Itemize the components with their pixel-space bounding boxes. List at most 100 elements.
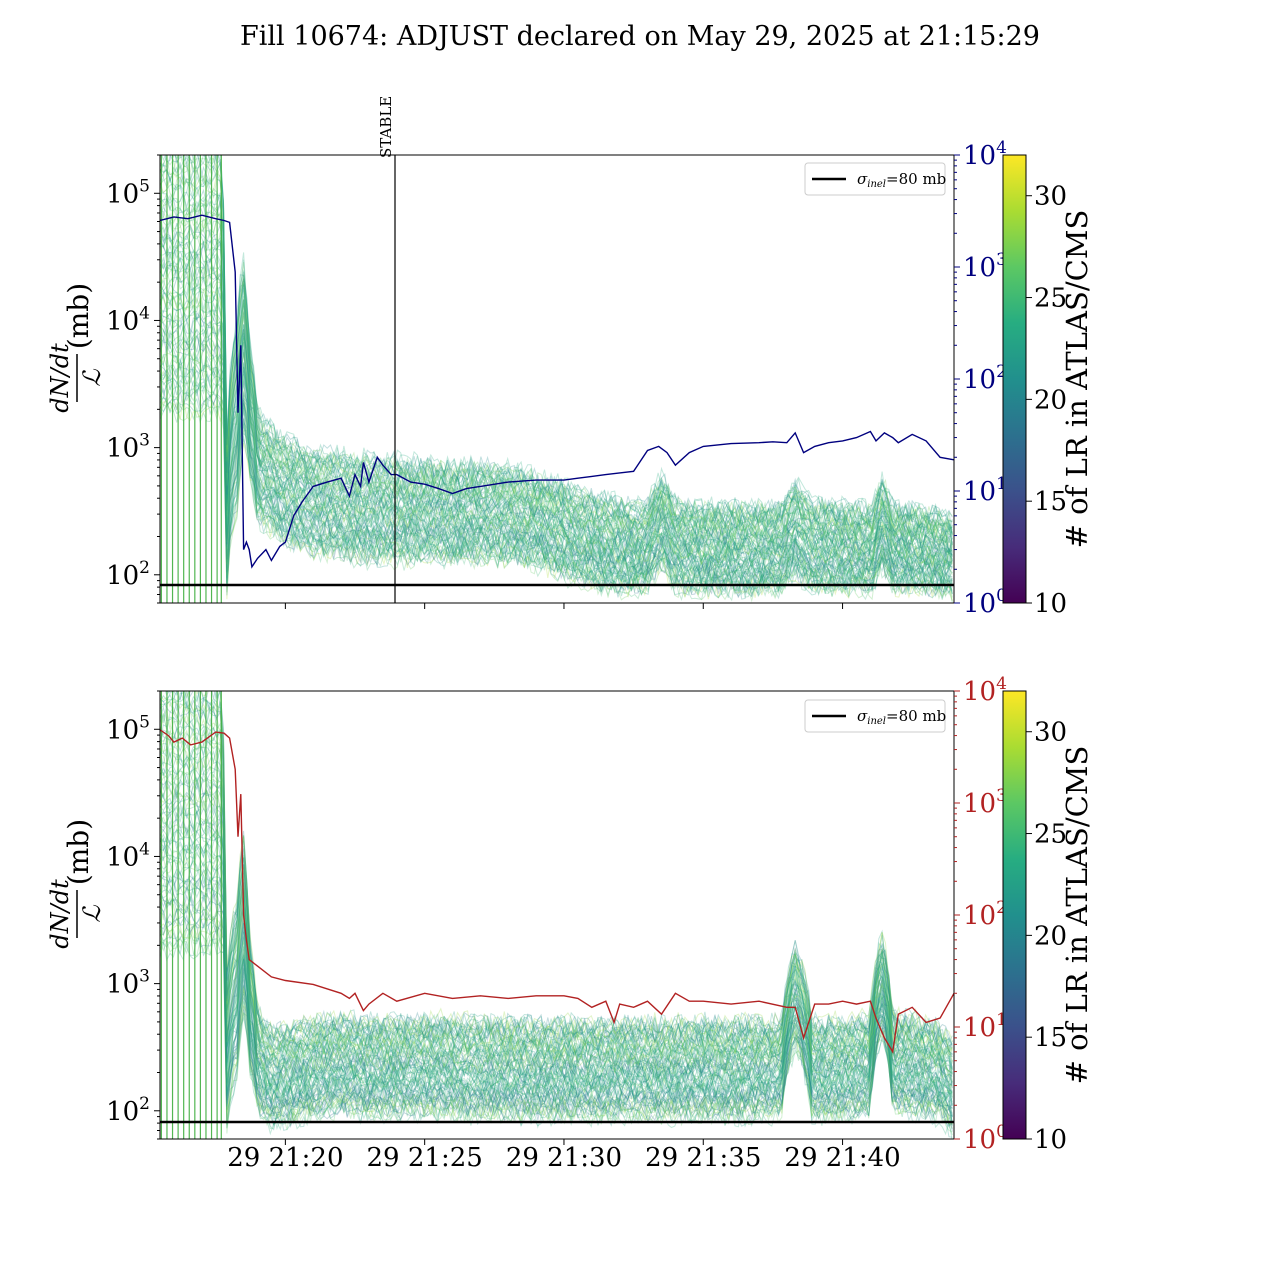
bottom-band-line <box>160 691 953 1055</box>
top-spike-lines <box>160 155 222 603</box>
top-band-line <box>160 155 953 534</box>
top-band-lines <box>160 155 953 603</box>
top-band-line <box>160 160 953 532</box>
bottom-band-line <box>160 745 953 1075</box>
top-band-line <box>160 304 953 572</box>
bottom-colorbar-tick-label: 15 <box>1034 1023 1067 1053</box>
top-right-y-axis: 100 101 102 103 104 <box>954 138 1007 619</box>
bottom-band-line <box>160 708 953 1055</box>
bottom-band-line <box>160 718 953 1055</box>
bottom-band-line <box>160 872 953 1118</box>
bottom-band-line <box>160 702 953 1058</box>
top-band-line <box>160 331 953 583</box>
bottom-band-line <box>160 855 953 1103</box>
bottom-band-line <box>160 928 953 1136</box>
top-band-line <box>160 256 953 563</box>
top-legend-box <box>804 162 946 196</box>
bottom-y-axis-label: dN/dt ℒ (mb) <box>46 819 106 949</box>
bottom-band-line <box>160 753 953 1075</box>
bottom-band-line <box>160 837 953 1098</box>
bottom-colorbar-ticks: 10 15 20 25 30 <box>1026 718 1067 1155</box>
top-band-line <box>160 269 953 566</box>
top-band-line <box>160 373 953 595</box>
top-band-line <box>160 272 953 566</box>
top-band-line <box>160 233 953 556</box>
top-band-line <box>160 165 953 536</box>
bottom-band-line <box>160 767 953 1075</box>
top-band-line <box>160 264 953 561</box>
top-band-line <box>160 224 953 550</box>
top-band-line <box>160 290 953 568</box>
top-band-line <box>160 173 953 537</box>
top-band-line <box>160 398 953 601</box>
top-rtick-label: 102 <box>963 362 1007 395</box>
top-band-line <box>160 231 953 553</box>
bottom-band-line <box>160 738 953 1062</box>
top-band-line <box>160 247 953 560</box>
bottom-colorbar-tick-label: 25 <box>1034 820 1067 850</box>
top-band-line <box>172 155 953 531</box>
bottom-band-line <box>160 750 953 1074</box>
top-band-line <box>160 215 953 550</box>
bottom-band-line <box>160 825 953 1095</box>
top-band-line <box>160 310 953 577</box>
bottom-band-line <box>160 727 953 1070</box>
bottom-band-line <box>160 782 953 1087</box>
top-colorbar-tick-label: 10 <box>1034 589 1067 619</box>
bottom-ylabel-numerator: dN/dt <box>46 879 74 949</box>
bottom-colorbar-tick-label: 30 <box>1034 718 1067 748</box>
bottom-series-line <box>160 729 954 1054</box>
top-colorbar-gradient <box>1002 154 1027 604</box>
bottom-xtick-label: 29 21:25 <box>367 1143 483 1173</box>
top-band-line <box>160 236 953 555</box>
bottom-band-line <box>160 804 953 1096</box>
bottom-band-line <box>160 747 953 1073</box>
top-band-line <box>160 190 953 536</box>
top-series-line <box>160 214 954 569</box>
bottom-band-line <box>160 691 953 1045</box>
bottom-band-line <box>160 894 953 1127</box>
top-band-line <box>160 260 953 558</box>
bottom-band-line <box>160 843 953 1105</box>
bottom-band-line <box>160 782 953 1084</box>
top-band-line <box>160 361 953 591</box>
top-band-line <box>160 274 953 562</box>
bottom-band-line <box>160 846 953 1104</box>
bottom-legend-label: σinel=80 mb <box>857 707 946 727</box>
bottom-band-line <box>160 700 953 1055</box>
top-rtick-label: 103 <box>963 250 1007 283</box>
top-band-line <box>160 156 953 535</box>
bottom-colorbar-tick-label: 10 <box>1034 1125 1067 1155</box>
top-legend-symbol: σ <box>857 170 868 188</box>
bottom-band-line <box>160 777 953 1080</box>
bottom-band-line <box>160 705 953 1057</box>
top-band-line <box>160 295 953 571</box>
bottom-band-line <box>160 736 953 1070</box>
top-band-line <box>160 251 953 556</box>
bottom-band-line <box>160 880 953 1122</box>
top-band-line <box>160 178 953 540</box>
bottom-band-line <box>160 842 953 1106</box>
bottom-band-line <box>160 818 953 1093</box>
bottom-legend-symbol: σ <box>857 707 868 725</box>
bottom-band-line <box>160 939 953 1139</box>
top-band-line <box>160 155 953 522</box>
top-band-line <box>160 196 953 545</box>
figure-title: Fill 10674: ADJUST declared on May 29, 2… <box>240 21 1040 52</box>
bottom-band-line <box>160 816 953 1094</box>
top-rtick-label: 100 <box>963 586 1007 619</box>
bottom-band-line <box>160 918 953 1126</box>
bottom-band-line <box>160 802 953 1089</box>
bottom-band-line <box>160 742 953 1068</box>
top-band-line <box>160 301 953 571</box>
bottom-band-line <box>160 882 953 1115</box>
top-band-line <box>160 210 953 552</box>
top-rtick-label: 104 <box>963 138 1007 171</box>
top-band-line <box>160 222 953 552</box>
top-band-line <box>160 346 953 587</box>
top-panel: STABLE 102 103 104 105 100 101 102 103 104 dN/d… <box>46 96 1094 619</box>
bottom-band-line <box>160 724 953 1070</box>
top-band-line <box>160 161 953 534</box>
top-band-line <box>160 293 953 569</box>
bottom-colorbar: 10 15 20 25 30 # of LR in ATLAS/CMS <box>1002 690 1094 1155</box>
